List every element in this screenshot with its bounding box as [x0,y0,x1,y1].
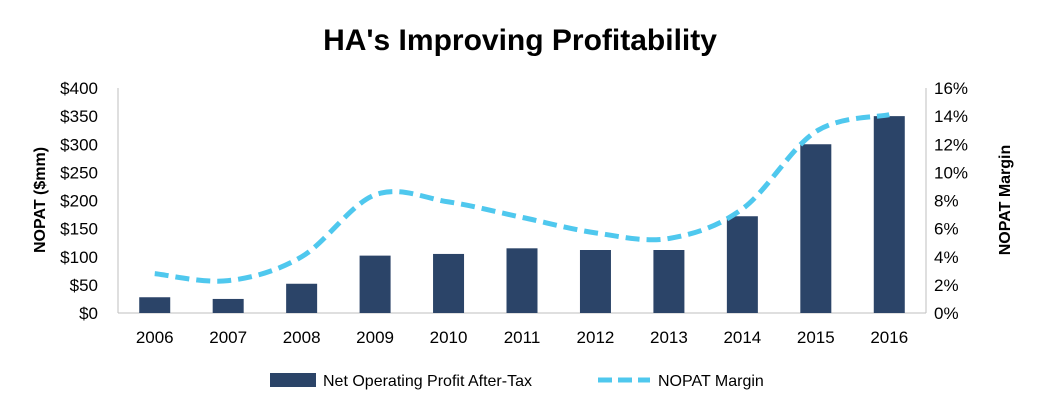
bar [139,297,171,313]
right-tick-label: 0% [934,304,959,323]
x-tick-label: 2016 [870,328,908,347]
left-axis-ticks: $0 $50 $100 $150 $200 $250 $300 $350 $400 [60,79,98,323]
x-tick-label: 2010 [430,328,468,347]
right-axis-ticks: 0% 2% 4% 6% 8% 10% 12% 14% 16% [934,79,968,323]
left-tick-label: $250 [60,163,98,182]
legend: Net Operating Profit After-Tax NOPAT Mar… [270,373,764,390]
bar [579,250,611,313]
line-series [154,112,890,284]
legend-label-bar: Net Operating Profit After-Tax [323,373,532,390]
bar [726,216,758,313]
x-tick-label: 2012 [577,328,615,347]
legend-label-line: NOPAT Margin [658,373,764,390]
left-tick-label: $100 [60,248,98,267]
x-tick-label: 2014 [723,328,761,347]
left-axis-title: NOPAT ($mm) [32,147,49,253]
right-tick-label: 6% [934,220,959,239]
bar [800,144,832,313]
right-tick-label: 8% [934,192,959,211]
right-tick-label: 4% [934,248,959,267]
chart-title: HA's Improving Profitability [323,24,717,57]
left-tick-label: $400 [60,79,98,98]
bar [212,298,244,313]
left-tick-label: $350 [60,107,98,126]
bar [873,116,905,313]
x-tick-label: 2007 [209,328,247,347]
bar [653,250,685,313]
bar [286,283,318,313]
x-tick-label: 2009 [356,328,394,347]
left-tick-label: $200 [60,192,98,211]
bar [433,253,465,313]
left-tick-label: $150 [60,220,98,239]
left-tick-label: $50 [70,276,98,295]
left-tick-label: $0 [79,304,98,323]
right-tick-label: 10% [934,163,968,182]
bar-series [139,116,905,313]
x-tick-label: 2011 [504,328,541,347]
x-tick-label: 2006 [136,328,174,347]
x-tick-label: 2013 [650,328,688,347]
x-tick-label: 2015 [797,328,835,347]
right-axis-title: NOPAT Margin [997,145,1014,256]
right-tick-label: 16% [934,79,968,98]
x-tick-label: 2008 [283,328,321,347]
right-tick-label: 14% [934,107,968,126]
margin-line [154,112,890,284]
legend-swatch-bar [270,373,316,387]
left-tick-label: $300 [60,135,98,154]
bar [359,255,391,313]
bar [506,248,538,313]
right-tick-label: 2% [934,276,959,295]
x-axis-ticks: 2006 2007 2008 2009 2010 2011 2012 2013 2014 2015… [136,328,908,347]
right-tick-label: 12% [934,135,968,154]
